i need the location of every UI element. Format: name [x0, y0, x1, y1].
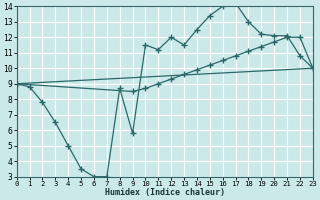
X-axis label: Humidex (Indice chaleur): Humidex (Indice chaleur)	[105, 188, 225, 197]
